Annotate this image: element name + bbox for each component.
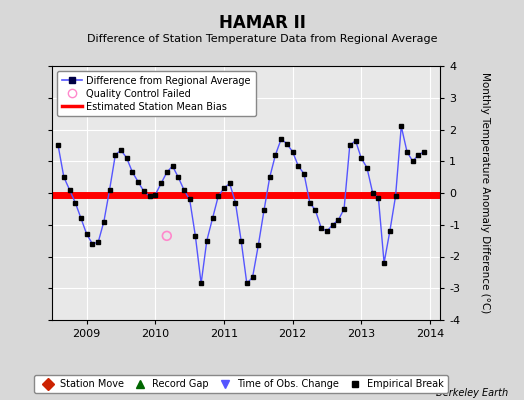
Text: Difference of Station Temperature Data from Regional Average: Difference of Station Temperature Data f… [87, 34, 437, 44]
Y-axis label: Monthly Temperature Anomaly Difference (°C): Monthly Temperature Anomaly Difference (… [480, 72, 490, 314]
Text: HAMAR II: HAMAR II [219, 14, 305, 32]
Point [162, 233, 171, 239]
Legend: Station Move, Record Gap, Time of Obs. Change, Empirical Break: Station Move, Record Gap, Time of Obs. C… [34, 375, 448, 393]
Text: Berkeley Earth: Berkeley Earth [436, 388, 508, 398]
Legend: Difference from Regional Average, Quality Control Failed, Estimated Station Mean: Difference from Regional Average, Qualit… [57, 71, 256, 116]
